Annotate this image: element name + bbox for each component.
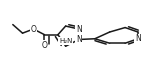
Text: N: N — [76, 35, 82, 44]
Text: O: O — [31, 25, 36, 34]
Text: O: O — [41, 41, 47, 50]
Text: H₂N: H₂N — [59, 38, 72, 44]
Text: N: N — [76, 25, 82, 34]
Text: N: N — [135, 34, 141, 43]
